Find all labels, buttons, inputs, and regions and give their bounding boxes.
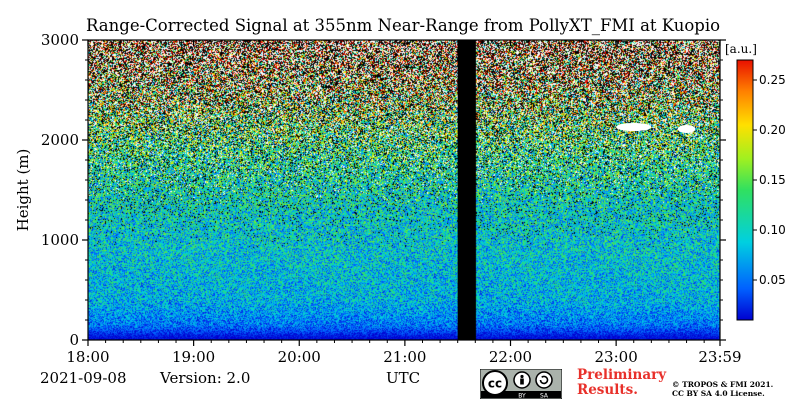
footer-date: 2021-09-08: [40, 369, 127, 387]
y-tick-label: 1000: [41, 231, 79, 249]
y-tick-label: 3000: [41, 31, 79, 49]
x-tick-label: 23:00: [595, 348, 638, 366]
credit-line-2: CC BY SA 4.0 License.: [672, 389, 765, 398]
cc-by-sa-license-icon: cc BY SA: [480, 369, 562, 399]
axes: 18:00 19:00 20:00 21:00 22:00 23:00 23:59 0 1000…: [14, 31, 742, 366]
cloud-feature-0: [616, 123, 652, 131]
colorbar-tick-label: 0.25: [759, 73, 786, 87]
preliminary-line-1: Preliminary: [577, 367, 667, 383]
no-data-gap: [457, 40, 476, 340]
heatmap-raster: [88, 40, 720, 340]
x-tick-label: 21:00: [383, 348, 426, 366]
y-tick-label: 2000: [41, 131, 79, 149]
plot-area: [88, 40, 720, 340]
copyright-credit: © TROPOS & FMI 2021. CC BY SA 4.0 Licens…: [672, 380, 773, 398]
colorbar-tick-label: 0.10: [759, 223, 786, 237]
license-by-label: BY: [518, 392, 526, 399]
x-tick-label: 23:59: [698, 348, 741, 366]
colorbar-label: [a.u.]: [725, 42, 757, 56]
colorbar-tick-label: 0.20: [759, 123, 786, 137]
chart-title: Range-Corrected Signal at 355nm Near-Ran…: [86, 16, 721, 35]
colorbar-tick-label: 0.05: [759, 273, 786, 287]
cloud-feature-1: [677, 125, 696, 133]
plot-frame: [87, 39, 721, 341]
credit-line-1: © TROPOS & FMI 2021.: [672, 380, 774, 389]
license-sa-label: SA: [540, 392, 549, 399]
svg-text:cc: cc: [488, 377, 502, 391]
x-tick-label: 20:00: [278, 348, 321, 366]
x-tick-label: 19:00: [172, 348, 215, 366]
y-tick-label: 0: [69, 331, 79, 349]
colorbar-gradient: [736, 59, 754, 321]
x-axis-label: UTC: [386, 369, 421, 387]
footer-version: Version: 2.0: [160, 369, 251, 387]
preliminary-notice: Preliminary Results.: [577, 368, 666, 398]
x-tick-label: 22:00: [489, 348, 532, 366]
preliminary-line-2: Results.: [577, 382, 638, 398]
y-axis-label: Height (m): [14, 149, 32, 232]
colorbar: 0.05 0.10 0.15 0.20 0.25 [a.u.]: [725, 42, 786, 321]
colorbar-tick-label: 0.15: [759, 173, 786, 187]
x-tick-label: 18:00: [66, 348, 109, 366]
